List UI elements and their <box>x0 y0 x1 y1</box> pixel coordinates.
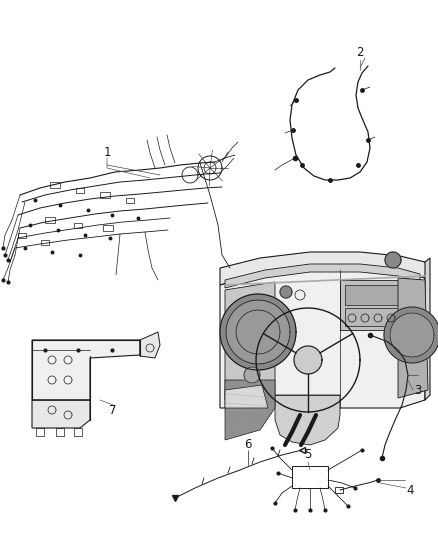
Polygon shape <box>398 278 428 398</box>
Polygon shape <box>294 346 322 374</box>
Polygon shape <box>32 340 140 400</box>
Text: 6: 6 <box>244 439 252 451</box>
Text: 7: 7 <box>109 403 117 416</box>
Polygon shape <box>226 300 290 364</box>
Polygon shape <box>220 294 296 370</box>
Text: 4: 4 <box>406 483 414 497</box>
Text: 5: 5 <box>304 448 312 461</box>
Polygon shape <box>244 367 260 383</box>
Polygon shape <box>225 385 268 408</box>
Polygon shape <box>385 252 401 268</box>
Bar <box>50 182 60 188</box>
Bar <box>74 223 82 228</box>
Bar <box>100 192 110 198</box>
Bar <box>345 308 405 326</box>
Bar <box>292 466 328 488</box>
Bar <box>335 487 343 493</box>
Polygon shape <box>280 286 292 298</box>
Polygon shape <box>425 258 430 400</box>
Bar <box>74 428 82 436</box>
Bar <box>76 188 84 193</box>
Bar <box>56 428 64 436</box>
Text: 3: 3 <box>414 384 422 397</box>
Bar <box>45 217 55 223</box>
Polygon shape <box>32 400 90 428</box>
Bar <box>18 233 26 238</box>
Polygon shape <box>275 395 340 445</box>
Polygon shape <box>220 252 427 285</box>
Polygon shape <box>225 282 275 400</box>
Polygon shape <box>225 264 420 288</box>
Text: 2: 2 <box>356 45 364 59</box>
Bar <box>126 198 134 203</box>
Text: 1: 1 <box>103 146 111 158</box>
Bar <box>103 225 113 231</box>
Polygon shape <box>140 332 160 358</box>
Polygon shape <box>390 313 434 357</box>
Polygon shape <box>220 268 425 408</box>
Polygon shape <box>225 380 275 440</box>
Bar <box>36 428 44 436</box>
Bar <box>345 285 405 305</box>
Polygon shape <box>384 307 438 363</box>
Bar <box>41 240 49 245</box>
Bar <box>340 280 410 330</box>
